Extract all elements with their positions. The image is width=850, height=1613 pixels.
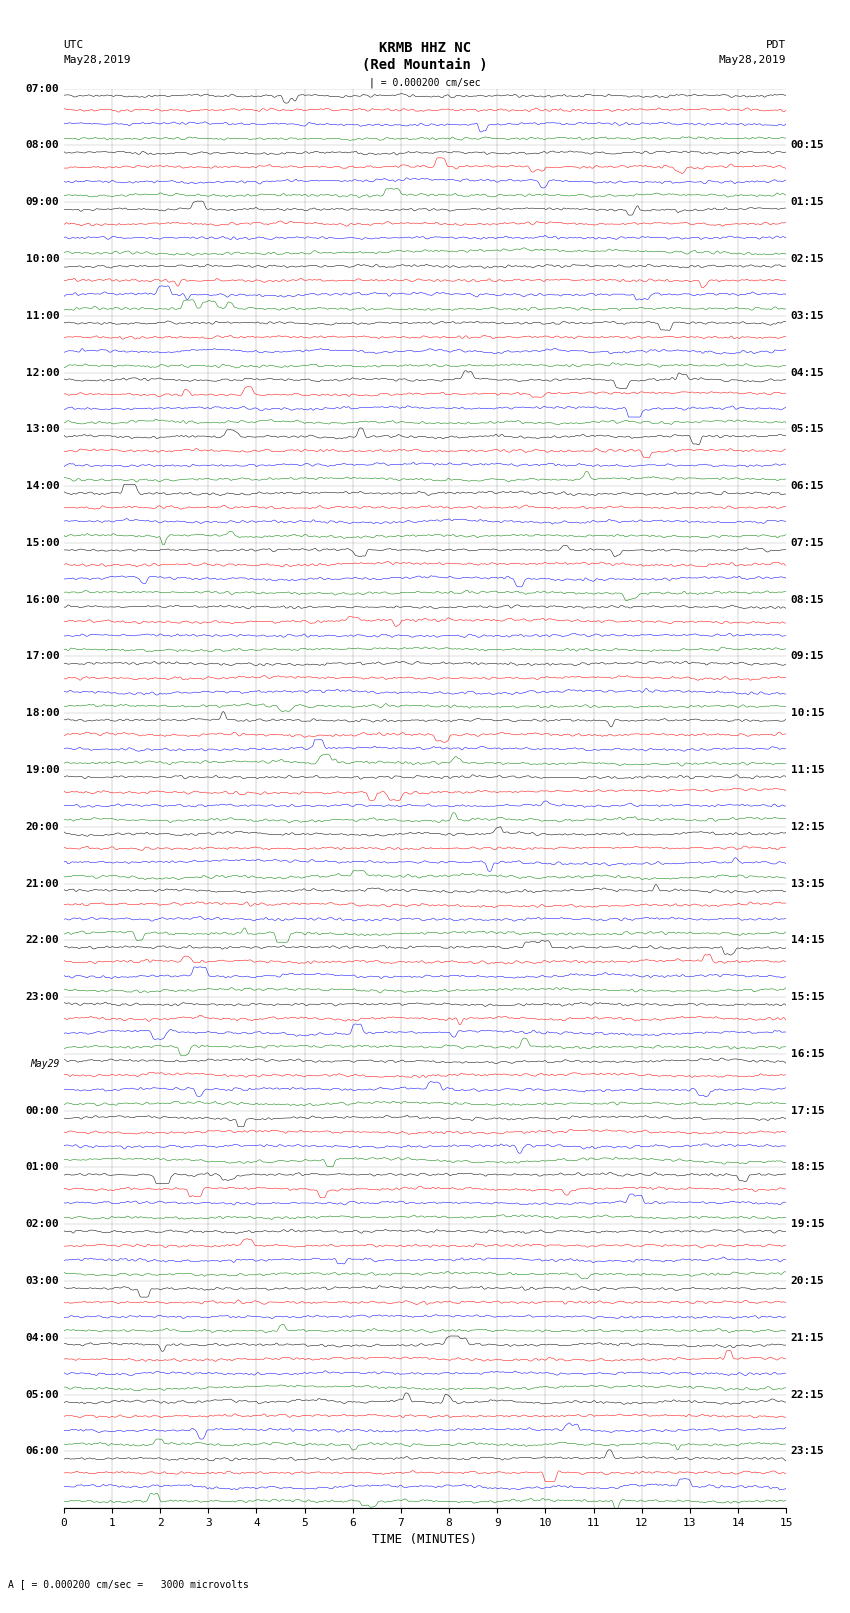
Text: 00:00: 00:00 [26, 1107, 60, 1116]
Text: 06:00: 06:00 [26, 1447, 60, 1457]
Text: UTC: UTC [64, 40, 84, 50]
Text: 04:15: 04:15 [790, 368, 824, 377]
Text: 12:00: 12:00 [26, 368, 60, 377]
Text: 02:15: 02:15 [790, 255, 824, 265]
Text: 07:15: 07:15 [790, 539, 824, 548]
Text: 07:00: 07:00 [26, 84, 60, 94]
Text: | = 0.000200 cm/sec: | = 0.000200 cm/sec [369, 77, 481, 89]
X-axis label: TIME (MINUTES): TIME (MINUTES) [372, 1534, 478, 1547]
Text: 18:15: 18:15 [790, 1163, 824, 1173]
Text: 22:15: 22:15 [790, 1390, 824, 1400]
Text: 03:15: 03:15 [790, 311, 824, 321]
Text: 05:00: 05:00 [26, 1390, 60, 1400]
Text: 10:15: 10:15 [790, 708, 824, 718]
Text: 19:15: 19:15 [790, 1219, 824, 1229]
Text: May28,2019: May28,2019 [64, 55, 131, 65]
Text: 15:00: 15:00 [26, 539, 60, 548]
Text: 23:00: 23:00 [26, 992, 60, 1002]
Text: 20:15: 20:15 [790, 1276, 824, 1286]
Text: 11:00: 11:00 [26, 311, 60, 321]
Text: 09:15: 09:15 [790, 652, 824, 661]
Text: 16:15: 16:15 [790, 1048, 824, 1058]
Text: 20:00: 20:00 [26, 823, 60, 832]
Text: May28,2019: May28,2019 [719, 55, 786, 65]
Text: 18:00: 18:00 [26, 708, 60, 718]
Text: 08:15: 08:15 [790, 595, 824, 605]
Text: 17:15: 17:15 [790, 1107, 824, 1116]
Text: 23:15: 23:15 [790, 1447, 824, 1457]
Text: 19:00: 19:00 [26, 765, 60, 774]
Text: 13:15: 13:15 [790, 879, 824, 889]
Text: 04:00: 04:00 [26, 1332, 60, 1342]
Text: 05:15: 05:15 [790, 424, 824, 434]
Text: 15:15: 15:15 [790, 992, 824, 1002]
Text: 10:00: 10:00 [26, 255, 60, 265]
Text: 21:15: 21:15 [790, 1332, 824, 1342]
Text: 01:15: 01:15 [790, 197, 824, 206]
Text: 16:00: 16:00 [26, 595, 60, 605]
Text: PDT: PDT [766, 40, 786, 50]
Text: 12:15: 12:15 [790, 823, 824, 832]
Text: A [ = 0.000200 cm/sec =   3000 microvolts: A [ = 0.000200 cm/sec = 3000 microvolts [8, 1579, 249, 1589]
Text: 03:00: 03:00 [26, 1276, 60, 1286]
Text: 13:00: 13:00 [26, 424, 60, 434]
Text: 11:15: 11:15 [790, 765, 824, 774]
Text: 22:00: 22:00 [26, 936, 60, 945]
Text: 02:00: 02:00 [26, 1219, 60, 1229]
Text: 01:00: 01:00 [26, 1163, 60, 1173]
Text: (Red Mountain ): (Red Mountain ) [362, 58, 488, 71]
Text: 08:00: 08:00 [26, 140, 60, 150]
Text: 14:00: 14:00 [26, 481, 60, 490]
Text: 21:00: 21:00 [26, 879, 60, 889]
Text: 06:15: 06:15 [790, 481, 824, 490]
Text: 09:00: 09:00 [26, 197, 60, 206]
Text: 14:15: 14:15 [790, 936, 824, 945]
Text: 00:15: 00:15 [790, 140, 824, 150]
Text: May29: May29 [30, 1058, 60, 1069]
Text: 17:00: 17:00 [26, 652, 60, 661]
Text: KRMB HHZ NC: KRMB HHZ NC [379, 42, 471, 55]
